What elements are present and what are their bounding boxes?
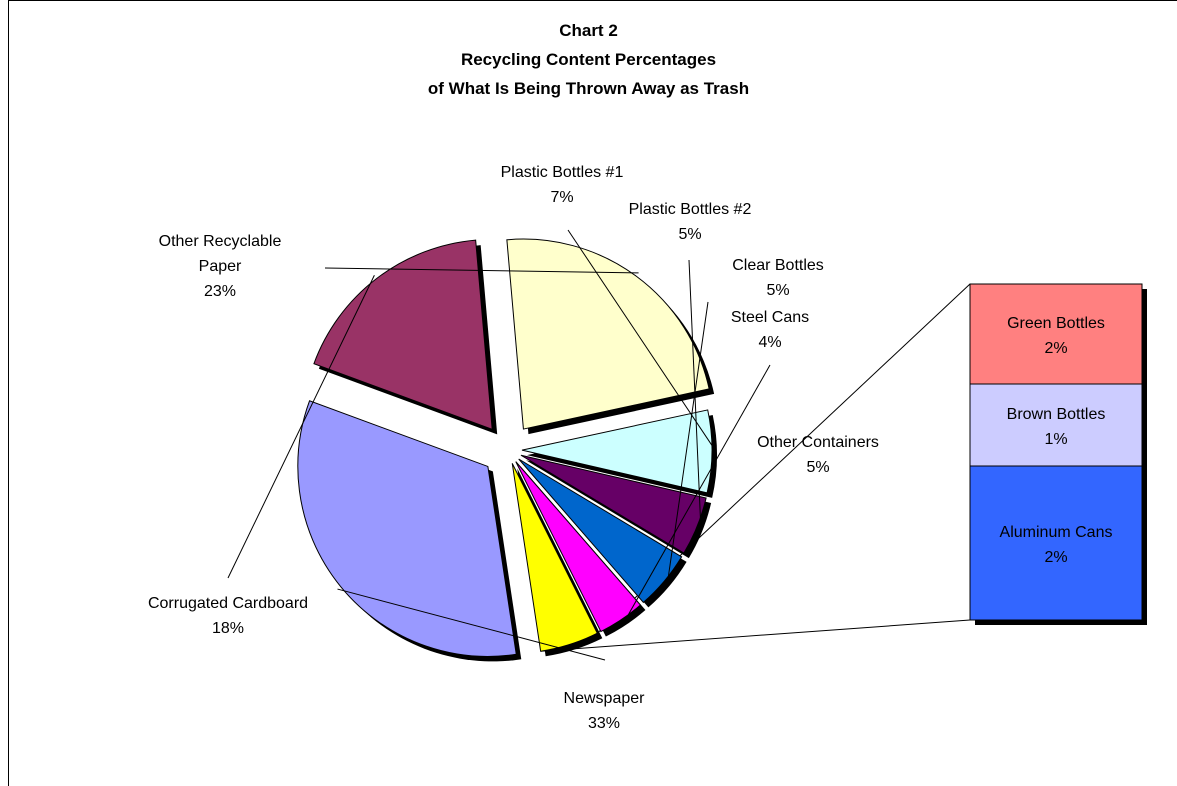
bar-segment-brown-bottles xyxy=(969,383,1143,467)
chart-title: Chart 2 Recycling Content Percentages of… xyxy=(0,16,1177,103)
chart-frame xyxy=(8,0,1177,786)
chart-title-line-1: Chart 2 xyxy=(559,21,618,40)
bar-segment-aluminum-cans xyxy=(969,465,1143,621)
value-label-other-containers: 5% xyxy=(806,459,829,476)
leader-other-recyclable-paper xyxy=(324,267,639,274)
value-label-plastic-bottles-2: 5% xyxy=(678,226,701,243)
value-label-clear-bottles: 5% xyxy=(766,282,789,299)
bar-segment-green-bottles xyxy=(969,283,1143,385)
label-other-recyclable-paper: Other Recyclable Paper 23% xyxy=(159,233,282,300)
label-other-containers: Other Containers 5% xyxy=(757,434,879,476)
breakdown-bar: Green Bottles 2% Brown Bottles 1% Aluminum C… xyxy=(969,283,1147,625)
value-label-plastic-bottles-1: 7% xyxy=(550,189,573,206)
leader-lines xyxy=(227,229,771,661)
label-plastic-bottles-1: Plastic Bottles #1 7% xyxy=(501,164,624,206)
slice-plastic-bottles-2 xyxy=(520,454,707,554)
bar-label-aluminum-cans: Aluminum Cans 2% xyxy=(1000,524,1113,566)
label-steel-cans: Steel Cans 4% xyxy=(731,309,809,351)
leader-clear-bottles xyxy=(666,301,709,584)
slice-steel-cans xyxy=(515,461,642,633)
slice-other-containers xyxy=(511,463,598,652)
label-clear-bottles: Clear Bottles 5% xyxy=(732,257,824,299)
chart-title-line-3: of What Is Being Thrown Away as Trash xyxy=(427,79,750,98)
value-label-other-recyclable-paper: 23% xyxy=(204,283,236,300)
bar-value-aluminum-cans: 2% xyxy=(1044,549,1067,566)
leader-corrugated-cardboard xyxy=(227,275,375,579)
leader-newspaper xyxy=(337,588,606,661)
slice-corrugated-cardboard xyxy=(313,239,493,431)
bar-value-green-bottles: 2% xyxy=(1044,340,1067,357)
bar-value-brown-bottles: 1% xyxy=(1044,431,1067,448)
bar-label-brown-bottles: Brown Bottles 1% xyxy=(1007,406,1106,448)
value-label-corrugated-cardboard: 18% xyxy=(212,620,244,637)
slice-labels: Other Recyclable Paper 23% Plastic Bottles … xyxy=(148,164,879,732)
leader-steel-cans xyxy=(623,364,771,624)
pie-slices xyxy=(297,238,717,662)
slice-clear-bottles xyxy=(518,458,683,604)
slice-plastic-bottles-1 xyxy=(521,409,713,494)
label-newspaper: Newspaper 33% xyxy=(564,690,646,732)
label-corrugated-cardboard: Corrugated Cardboard 18% xyxy=(148,595,308,637)
connector-bottom xyxy=(540,619,971,652)
chart-title-line-2: Recycling Content Percentages xyxy=(460,50,717,69)
bar-label-green-bottles: Green Bottles 2% xyxy=(1007,315,1105,357)
value-label-steel-cans: 4% xyxy=(758,334,781,351)
value-label-newspaper: 33% xyxy=(588,715,620,732)
label-plastic-bottles-2: Plastic Bottles #2 5% xyxy=(629,201,752,243)
slice-other-recyclable-paper xyxy=(506,238,710,430)
slice-newspaper xyxy=(297,400,517,657)
